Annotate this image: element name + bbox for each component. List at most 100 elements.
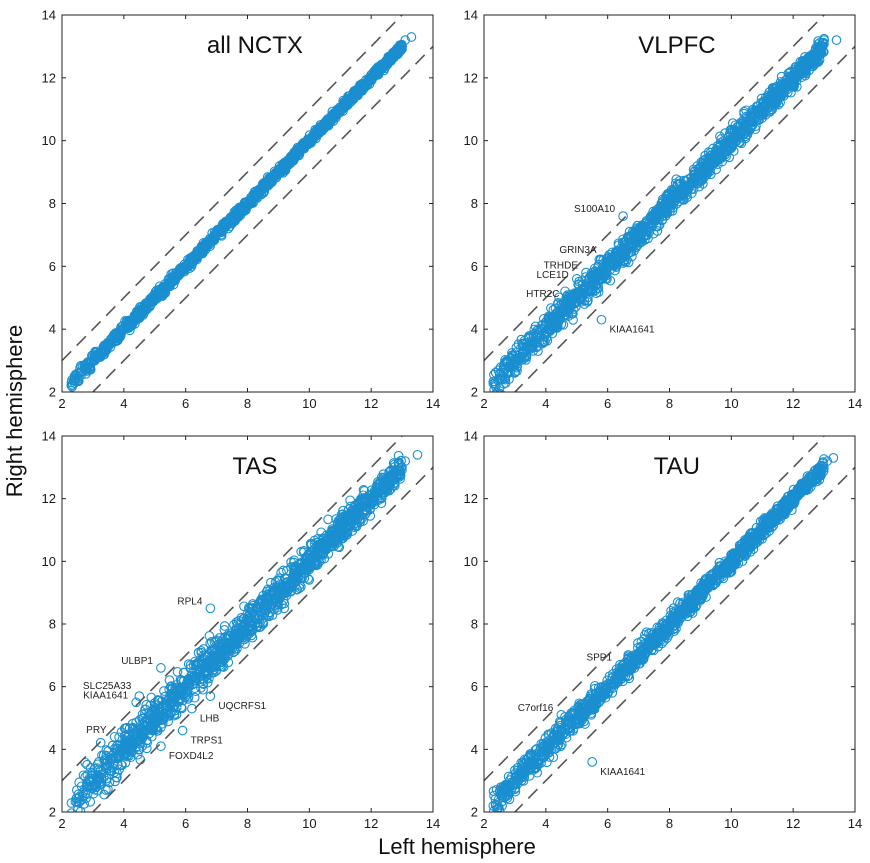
scatter-point bbox=[343, 519, 354, 530]
gene-annotation: KIAA1641 bbox=[83, 690, 128, 701]
scatter-point bbox=[68, 819, 77, 828]
scatter-point bbox=[394, 471, 405, 482]
y-tick-label: 10 bbox=[464, 133, 478, 148]
scatter-point bbox=[627, 251, 637, 262]
x-tick-label: 12 bbox=[364, 816, 378, 831]
scatter-point bbox=[360, 81, 371, 92]
scatter-point bbox=[537, 334, 548, 345]
scatter-point bbox=[225, 643, 235, 653]
scatter-point bbox=[366, 497, 377, 508]
scatter-point bbox=[113, 331, 124, 341]
scatter-point bbox=[648, 228, 659, 239]
scatter-point bbox=[355, 494, 366, 504]
gene-annotation: TRPS1 bbox=[191, 736, 224, 747]
scatter-point bbox=[299, 142, 309, 152]
scatter-point bbox=[660, 210, 671, 221]
scatter-point bbox=[599, 268, 610, 279]
scatter-point bbox=[87, 352, 98, 363]
scatter-point bbox=[196, 248, 207, 259]
scatter-point bbox=[162, 696, 172, 706]
scatter-point bbox=[306, 540, 316, 550]
scatter-point bbox=[99, 340, 110, 351]
scatter-point bbox=[250, 612, 260, 623]
panel-data bbox=[62, 436, 433, 828]
scatter-point bbox=[227, 212, 238, 222]
scatter-point bbox=[189, 692, 200, 703]
scatter-point bbox=[83, 779, 93, 790]
scatter-point bbox=[206, 652, 217, 663]
scatter-point bbox=[164, 675, 175, 685]
scatter-point bbox=[137, 709, 148, 720]
scatter-point bbox=[76, 794, 87, 805]
scatter-point bbox=[621, 257, 631, 267]
scatter-point bbox=[365, 493, 376, 503]
scatter-point bbox=[165, 698, 175, 709]
scatter-point bbox=[207, 662, 217, 672]
scatter-point bbox=[532, 341, 543, 351]
scatter-point bbox=[493, 365, 504, 376]
scatter-point bbox=[130, 318, 140, 329]
scatter-point bbox=[727, 133, 738, 144]
scatter-point bbox=[216, 227, 227, 238]
gene-annotation: LCE1D bbox=[537, 270, 569, 281]
scatter-point bbox=[190, 686, 201, 697]
scatter-point bbox=[376, 59, 387, 70]
scatter-point bbox=[198, 243, 209, 253]
scatter-point bbox=[251, 191, 262, 202]
scatter-point bbox=[510, 359, 520, 370]
scatter-point bbox=[611, 261, 621, 272]
scatter-point bbox=[172, 688, 183, 699]
scatter-point bbox=[276, 586, 286, 597]
scatter-point-outlier bbox=[109, 731, 120, 742]
scatter-point bbox=[352, 510, 363, 521]
upper-guide-line bbox=[484, 15, 826, 362]
x-tick-label: 2 bbox=[58, 396, 65, 411]
scatter-point bbox=[529, 324, 540, 335]
scatter-point bbox=[678, 175, 689, 186]
y-tick-label: 8 bbox=[49, 617, 56, 632]
y-tick-label: 6 bbox=[471, 259, 478, 274]
panel-data bbox=[484, 15, 855, 392]
scatter-point bbox=[713, 142, 724, 153]
scatter-point bbox=[601, 267, 612, 277]
y-tick-label: 10 bbox=[42, 133, 56, 148]
scatter-point bbox=[84, 777, 95, 787]
scatter-point bbox=[114, 764, 125, 775]
scatter-point bbox=[326, 541, 336, 551]
scatter-point bbox=[304, 575, 315, 585]
scatter-point bbox=[121, 747, 131, 758]
scatter-point bbox=[590, 269, 601, 280]
scatter-point bbox=[134, 744, 145, 755]
scatter-point bbox=[359, 504, 370, 515]
scatter-point bbox=[191, 672, 202, 683]
scatter-point bbox=[167, 274, 178, 284]
x-tick-label: 2 bbox=[58, 816, 65, 831]
scatter-point bbox=[350, 513, 361, 524]
scatter-point bbox=[207, 233, 217, 244]
scatter-point bbox=[150, 700, 161, 710]
scatter-point bbox=[193, 669, 204, 680]
scatter-point bbox=[602, 253, 612, 264]
scatter-point bbox=[583, 292, 593, 303]
scatter-point bbox=[111, 753, 121, 764]
x-tick-label: 4 bbox=[542, 396, 549, 411]
scatter-point bbox=[552, 311, 563, 322]
scatter-point bbox=[202, 677, 213, 688]
scatter-point bbox=[624, 226, 635, 237]
scatter-point-outlier bbox=[596, 314, 607, 325]
gene-annotation: PRY bbox=[86, 725, 107, 736]
scatter-point bbox=[193, 659, 203, 670]
scatter-point bbox=[124, 321, 135, 332]
scatter-point bbox=[320, 539, 331, 550]
scatter-point bbox=[122, 722, 132, 733]
gene-annotation: FOXD4L2 bbox=[169, 751, 214, 762]
scatter-point bbox=[82, 770, 93, 780]
scatter-point bbox=[615, 251, 626, 261]
scatter-point bbox=[747, 120, 758, 130]
scatter-point bbox=[260, 181, 271, 192]
scatter-point bbox=[769, 94, 780, 105]
scatter-point bbox=[349, 92, 360, 102]
scatter-point bbox=[129, 728, 140, 739]
scatter-point bbox=[661, 206, 672, 217]
